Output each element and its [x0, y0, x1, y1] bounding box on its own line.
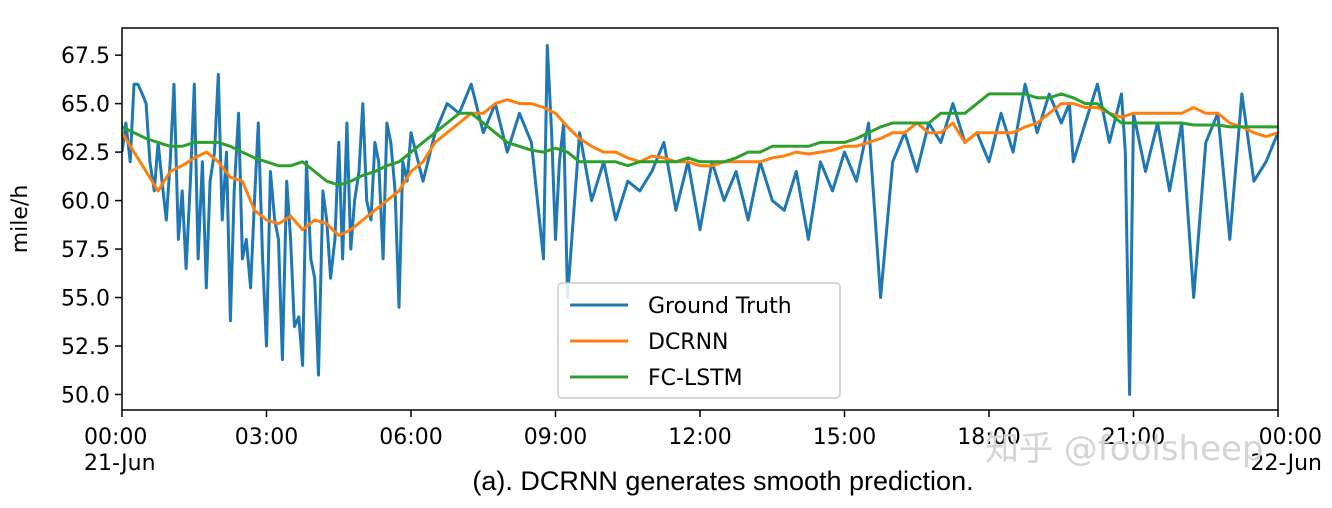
x-tick-label: 21-Jun: [84, 451, 156, 476]
y-tick-label: 57.5: [61, 238, 110, 263]
series-line-fc-lstm: [122, 92, 1278, 187]
series-line-ground-truth: [122, 44, 1278, 396]
ticks-layer: 50.052.555.057.560.062.565.067.500:0021-…: [61, 44, 1322, 476]
x-tick-label: 03:00: [235, 425, 298, 450]
y-tick-label: 55.0: [61, 287, 110, 312]
y-axis-label: mile/h: [8, 185, 33, 254]
x-tick-label: 06:00: [379, 425, 442, 450]
legend-label-ground-truth: Ground Truth: [648, 294, 792, 319]
legend: Ground Truth DCRNN FC-LSTM: [557, 282, 841, 399]
series-line-dcrnn: [122, 98, 1278, 237]
y-tick-label: 62.5: [61, 141, 110, 166]
x-tick-label: 09:00: [524, 425, 587, 450]
y-tick-label: 60.0: [61, 190, 110, 215]
x-tick-label: 18:00: [957, 425, 1020, 450]
legend-label-dcrnn: DCRNN: [648, 330, 729, 355]
legend-box: [557, 282, 841, 399]
y-tick-label: 67.5: [61, 44, 110, 69]
series-layer: [122, 44, 1278, 396]
y-tick-label: 52.5: [61, 335, 110, 360]
legend-label-fc-lstm: FC-LSTM: [648, 366, 743, 391]
watermark: 知乎 @foolsheep: [985, 429, 1264, 469]
x-tick-label: 21:00: [1102, 425, 1165, 450]
x-tick-label: 12:00: [668, 425, 731, 450]
x-tick-label: 22-Jun: [1250, 451, 1322, 476]
y-tick-label: 50.0: [61, 383, 110, 408]
figure-caption: (a). DCRNN generates smooth prediction.: [472, 466, 973, 496]
x-tick-label: 15:00: [813, 425, 876, 450]
x-tick-label: 00:00: [1259, 425, 1322, 450]
y-tick-label: 65.0: [61, 93, 110, 118]
x-tick-label: 00:00: [84, 425, 147, 450]
